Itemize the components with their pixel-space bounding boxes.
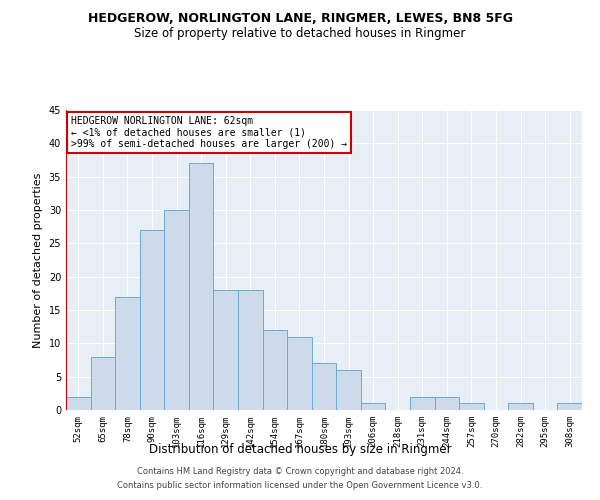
Text: Contains public sector information licensed under the Open Government Licence v3: Contains public sector information licen… xyxy=(118,481,482,490)
Bar xyxy=(66,396,91,410)
Text: Distribution of detached houses by size in Ringmer: Distribution of detached houses by size … xyxy=(149,442,451,456)
Bar xyxy=(91,356,115,410)
Bar xyxy=(312,364,336,410)
Y-axis label: Number of detached properties: Number of detached properties xyxy=(33,172,43,348)
Bar xyxy=(336,370,361,410)
Bar xyxy=(557,404,582,410)
Bar xyxy=(434,396,459,410)
Bar xyxy=(214,290,238,410)
Bar xyxy=(361,404,385,410)
Bar xyxy=(508,404,533,410)
Text: Size of property relative to detached houses in Ringmer: Size of property relative to detached ho… xyxy=(134,28,466,40)
Bar xyxy=(140,230,164,410)
Text: Contains HM Land Registry data © Crown copyright and database right 2024.: Contains HM Land Registry data © Crown c… xyxy=(137,467,463,476)
Bar xyxy=(164,210,189,410)
Bar xyxy=(263,330,287,410)
Text: HEDGEROW, NORLINGTON LANE, RINGMER, LEWES, BN8 5FG: HEDGEROW, NORLINGTON LANE, RINGMER, LEWE… xyxy=(88,12,512,26)
Bar xyxy=(115,296,140,410)
Bar xyxy=(459,404,484,410)
Bar xyxy=(410,396,434,410)
Bar xyxy=(189,164,214,410)
Bar xyxy=(287,336,312,410)
Text: HEDGEROW NORLINGTON LANE: 62sqm
← <1% of detached houses are smaller (1)
>99% of: HEDGEROW NORLINGTON LANE: 62sqm ← <1% of… xyxy=(71,116,347,149)
Bar xyxy=(238,290,263,410)
